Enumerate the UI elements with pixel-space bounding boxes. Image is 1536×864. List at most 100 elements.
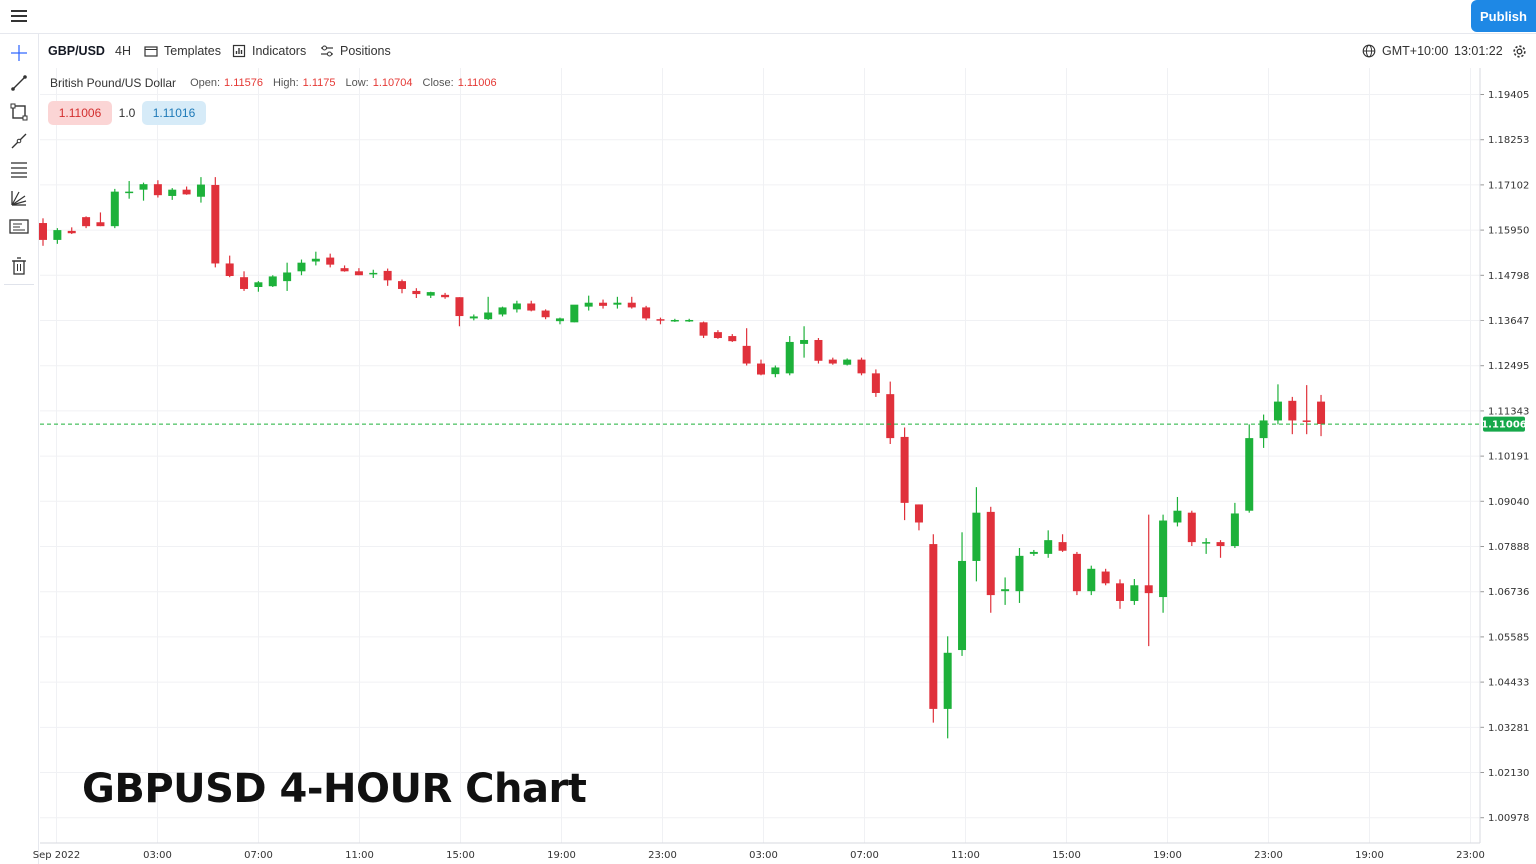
candle-bullish[interactable]: [1159, 514, 1168, 613]
candle-bearish[interactable]: [1187, 510, 1196, 547]
candle-bearish[interactable]: [82, 216, 91, 229]
crosshair-icon[interactable]: [9, 43, 29, 63]
chart-settings-icon[interactable]: [1512, 36, 1527, 66]
candle-bullish[interactable]: [1202, 538, 1211, 554]
candle-bearish[interactable]: [1058, 534, 1067, 552]
candle-bullish[interactable]: [297, 259, 306, 276]
candle-bearish[interactable]: [986, 506, 995, 613]
candle-bearish[interactable]: [153, 180, 162, 198]
candle-bearish[interactable]: [441, 292, 450, 299]
candle-bullish[interactable]: [512, 300, 521, 313]
candle-bearish[interactable]: [900, 427, 909, 521]
candle-bearish[interactable]: [599, 299, 608, 309]
candle-bullish[interactable]: [685, 318, 694, 322]
buy-price-button[interactable]: 1.11016: [142, 101, 206, 125]
candle-bearish[interactable]: [914, 504, 923, 531]
candle-bearish[interactable]: [627, 296, 636, 309]
candle-bullish[interactable]: [958, 532, 967, 656]
candle-bullish[interactable]: [369, 269, 378, 278]
candle-bullish[interactable]: [843, 358, 852, 366]
candle-bearish[interactable]: [857, 357, 866, 376]
candle-bearish[interactable]: [742, 328, 751, 366]
interval-selector[interactable]: 4H: [115, 44, 131, 58]
candle-bullish[interactable]: [196, 177, 205, 203]
candle-bearish[interactable]: [39, 218, 47, 246]
candle-bearish[interactable]: [96, 212, 105, 227]
candle-bullish[interactable]: [1015, 547, 1024, 603]
templates-button[interactable]: Templates: [144, 36, 221, 66]
candle-bearish[interactable]: [1216, 540, 1225, 558]
timezone-selector[interactable]: GMT+10:00: [1362, 36, 1448, 66]
candle-bearish[interactable]: [828, 357, 837, 365]
candle-bullish[interactable]: [254, 281, 263, 292]
candle-bullish[interactable]: [785, 336, 794, 376]
candle-bearish[interactable]: [455, 297, 464, 327]
candle-bullish[interactable]: [1029, 549, 1038, 556]
candle-bullish[interactable]: [110, 188, 119, 229]
candle-bullish[interactable]: [1230, 502, 1239, 548]
candle-bullish[interactable]: [1273, 384, 1282, 425]
candle-bullish[interactable]: [125, 181, 134, 199]
sell-price-button[interactable]: 1.11006: [48, 101, 112, 125]
candle-bearish[interactable]: [929, 534, 938, 723]
gann-fan-icon[interactable]: [9, 188, 29, 208]
trend-line-icon[interactable]: [9, 73, 29, 93]
candle-bearish[interactable]: [225, 255, 234, 278]
text-note-icon[interactable]: [9, 217, 29, 237]
candle-bearish[interactable]: [1288, 396, 1297, 435]
candle-bearish[interactable]: [656, 317, 665, 325]
brush-icon[interactable]: [9, 131, 29, 151]
candle-bearish[interactable]: [412, 288, 421, 298]
candle-bearish[interactable]: [642, 305, 651, 321]
candle-bullish[interactable]: [972, 487, 981, 582]
candle-bearish[interactable]: [728, 334, 737, 342]
candle-bullish[interactable]: [168, 188, 177, 200]
candle-bearish[interactable]: [814, 338, 823, 364]
candle-bullish[interactable]: [498, 306, 507, 317]
candle-bullish[interactable]: [283, 262, 292, 291]
fib-retracement-icon[interactable]: [9, 159, 29, 179]
candle-bullish[interactable]: [555, 317, 564, 325]
candle-bearish[interactable]: [1101, 568, 1110, 586]
candle-bullish[interactable]: [426, 291, 435, 298]
candle-bullish[interactable]: [53, 228, 62, 244]
candle-bullish[interactable]: [1259, 414, 1268, 448]
candle-bearish[interactable]: [541, 309, 550, 320]
candle-bullish[interactable]: [484, 296, 493, 320]
candle-bearish[interactable]: [67, 227, 76, 235]
candle-bullish[interactable]: [584, 295, 593, 311]
candle-bullish[interactable]: [1087, 565, 1096, 596]
candle-bullish[interactable]: [943, 636, 952, 739]
candle-bullish[interactable]: [771, 365, 780, 378]
candle-bullish[interactable]: [311, 251, 320, 266]
candle-bullish[interactable]: [570, 304, 579, 323]
hamburger-menu-icon[interactable]: [8, 5, 30, 27]
rectangle-icon[interactable]: [9, 102, 29, 122]
candle-bearish[interactable]: [211, 177, 220, 268]
positions-button[interactable]: Positions: [320, 36, 391, 66]
candle-bearish[interactable]: [527, 300, 536, 312]
candle-bullish[interactable]: [139, 182, 148, 201]
candle-bearish[interactable]: [1317, 394, 1326, 437]
candle-bearish[interactable]: [182, 186, 191, 195]
candle-bearish[interactable]: [713, 330, 722, 339]
candle-bullish[interactable]: [1245, 424, 1254, 513]
candle-bullish[interactable]: [670, 318, 679, 322]
candle-bearish[interactable]: [1072, 551, 1081, 596]
candle-bullish[interactable]: [613, 296, 622, 309]
candle-bearish[interactable]: [1116, 579, 1124, 609]
candle-bullish[interactable]: [1001, 577, 1010, 605]
candle-bullish[interactable]: [469, 314, 478, 321]
candle-bearish[interactable]: [757, 359, 765, 376]
publish-button[interactable]: Publish: [1471, 0, 1536, 32]
candle-bearish[interactable]: [1302, 385, 1311, 435]
candle-bearish[interactable]: [398, 279, 406, 294]
candle-bearish[interactable]: [871, 369, 880, 397]
candle-bearish[interactable]: [1144, 514, 1153, 647]
trash-icon[interactable]: [9, 256, 29, 276]
candle-bearish[interactable]: [240, 271, 249, 291]
candle-bearish[interactable]: [886, 381, 895, 444]
indicators-button[interactable]: Indicators: [232, 36, 306, 66]
candle-bearish[interactable]: [354, 268, 363, 276]
